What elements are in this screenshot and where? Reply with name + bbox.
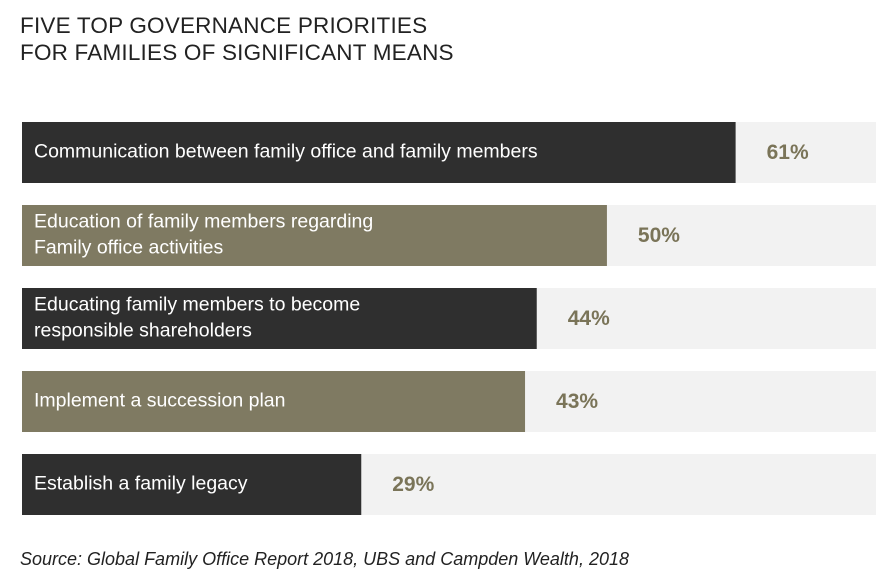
bar (22, 205, 607, 266)
value-label: 43% (556, 390, 598, 413)
value-label: 44% (568, 307, 610, 330)
chart-title: FIVE TOP GOVERNANCE PRIORITIES FOR FAMIL… (20, 12, 454, 66)
category-label: responsible shareholders (34, 320, 252, 342)
chart-title-line-1: FIVE TOP GOVERNANCE PRIORITIES (20, 13, 428, 38)
bar (22, 122, 736, 183)
category-label: Implement a succession plan (34, 390, 285, 412)
bar (22, 371, 526, 432)
value-label: 50% (638, 224, 680, 247)
bar (22, 288, 537, 349)
category-label: Establish a family legacy (34, 473, 248, 495)
chart-title-line-2: FOR FAMILIES OF SIGNIFICANT MEANS (20, 40, 454, 65)
bar (22, 454, 362, 515)
category-label: Education of family members regarding (34, 211, 373, 233)
category-label: Educating family members to become (34, 294, 360, 316)
value-label: 61% (767, 141, 809, 164)
category-label: Communication between family office and … (34, 141, 538, 163)
category-label: Family office activities (34, 237, 224, 259)
value-label: 29% (392, 473, 434, 496)
source-note: Source: Global Family Office Report 2018… (20, 549, 629, 569)
